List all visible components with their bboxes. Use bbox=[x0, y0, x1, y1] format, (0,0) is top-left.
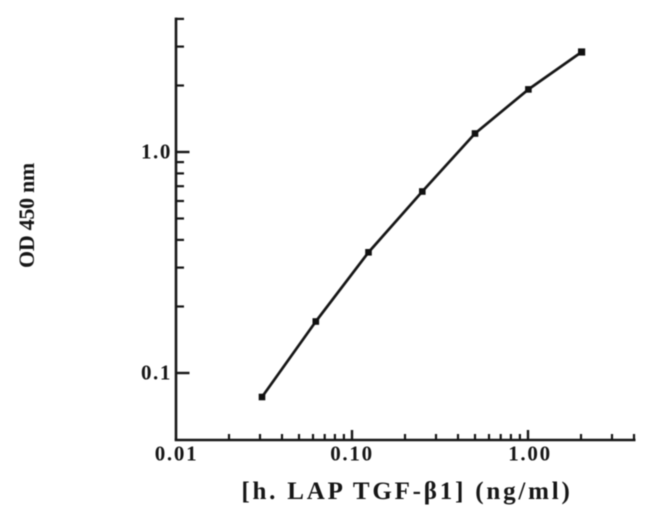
svg-text:0.1: 0.1 bbox=[141, 361, 172, 385]
svg-text:1.0: 1.0 bbox=[141, 140, 172, 164]
svg-text:0.01: 0.01 bbox=[155, 442, 199, 466]
svg-text:OD 450 nm: OD 450 nm bbox=[14, 163, 39, 268]
svg-text:[h. LAP TGF-β1] (ng/ml): [h. LAP TGF-β1] (ng/ml) bbox=[241, 478, 572, 505]
svg-text:1.00: 1.00 bbox=[508, 442, 552, 466]
svg-text:0.10: 0.10 bbox=[330, 442, 374, 466]
